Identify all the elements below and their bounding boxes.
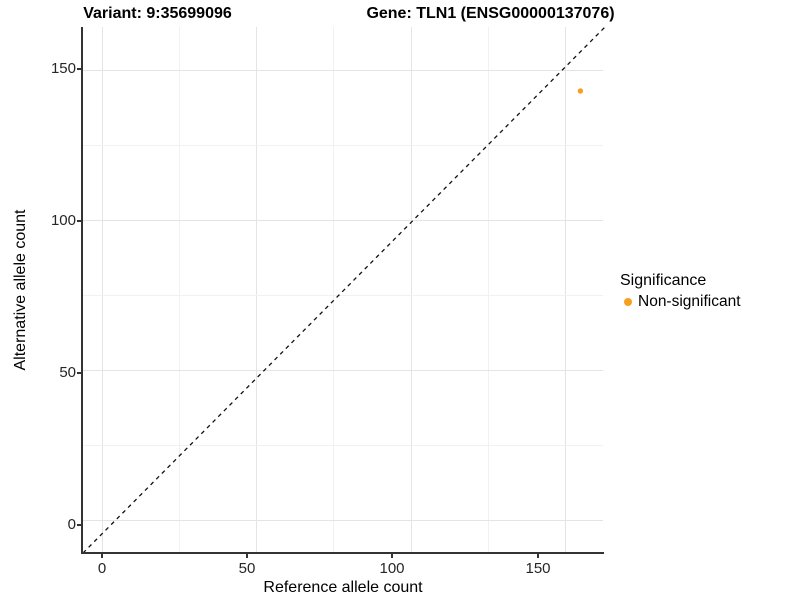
legend-entry-label: Non-significant xyxy=(638,293,741,310)
y-axis-title: Alternative allele count xyxy=(12,209,29,371)
x-tick-label: 100 xyxy=(379,560,405,577)
y-axis-line xyxy=(81,27,83,554)
x-tick xyxy=(101,554,103,558)
legend-entry: Non-significant xyxy=(620,293,741,311)
y-tick xyxy=(77,524,81,526)
gridline-h xyxy=(83,520,603,521)
y-tick-label: 0 xyxy=(67,516,76,533)
plot-title-gene: Gene: TLN1 (ENSG00000137076) xyxy=(366,5,615,22)
x-tick-label: 0 xyxy=(97,560,107,577)
plot-panel xyxy=(83,27,605,554)
gridline-h xyxy=(83,220,603,221)
y-tick-label: 50 xyxy=(59,364,76,381)
x-axis-line xyxy=(81,552,604,554)
x-axis-title: Reference allele count xyxy=(263,579,423,596)
legend-title: Significance xyxy=(620,272,707,289)
legend-key-dot-icon xyxy=(624,298,632,306)
gridline-h xyxy=(83,370,603,371)
y-tick xyxy=(77,372,81,374)
gridline-v xyxy=(256,27,257,553)
gridline-v xyxy=(411,27,412,553)
gridline-h xyxy=(83,70,603,71)
gridline-v xyxy=(565,27,566,553)
gridline-h xyxy=(83,445,603,446)
legend: Significance Non-significant xyxy=(620,272,741,311)
x-tick-label: 150 xyxy=(525,560,551,577)
y-tick xyxy=(77,68,81,70)
gridline-v xyxy=(488,27,489,553)
x-tick xyxy=(246,554,248,558)
x-tick xyxy=(391,554,393,558)
y-tick-label: 150 xyxy=(50,60,76,77)
y-tick-label: 100 xyxy=(50,212,76,229)
plot-title-variant: Variant: 9:35699096 xyxy=(83,5,232,22)
gridline-v xyxy=(179,27,180,553)
data-point xyxy=(577,88,584,94)
x-tick-label: 50 xyxy=(238,560,256,577)
x-tick xyxy=(537,554,539,558)
identity-line xyxy=(83,27,605,554)
gridline-v xyxy=(102,27,103,553)
gridline-v xyxy=(333,27,334,553)
y-tick xyxy=(77,220,81,222)
gridline-h xyxy=(83,145,603,146)
gridline-h xyxy=(83,295,603,296)
